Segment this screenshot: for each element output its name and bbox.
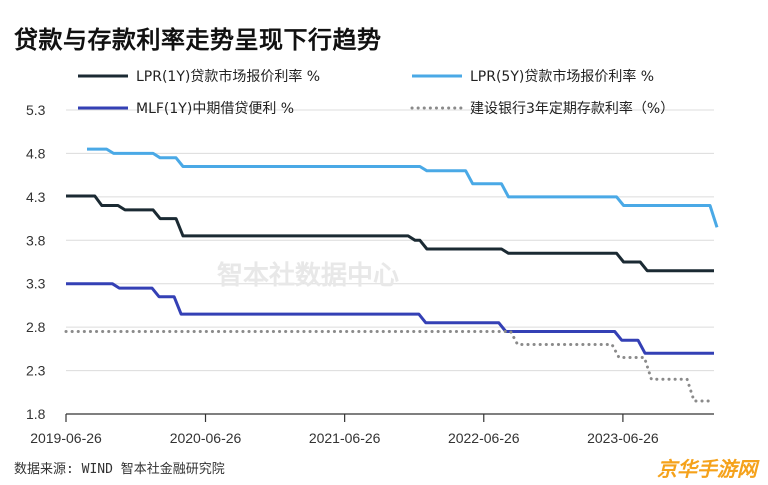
watermark-text: 智本社数据中心 xyxy=(217,260,399,291)
corner-logo: 京华手游网 xyxy=(657,456,757,481)
x-tick-label: 2023-06-26 xyxy=(587,430,659,446)
page-title: 贷款与存款利率走势呈现下行趋势 xyxy=(14,26,382,54)
watermark-layer: 智本社数据中心 xyxy=(217,260,399,291)
y-tick-label: 3.8 xyxy=(26,232,46,248)
y-tick-label: 4.8 xyxy=(26,145,46,161)
x-tick-label: 2021-06-26 xyxy=(309,430,381,446)
y-tick-label: 1.8 xyxy=(26,406,46,422)
series-layer xyxy=(64,147,719,403)
series-line-1 xyxy=(66,194,714,273)
series-line-3 xyxy=(66,282,714,355)
legend-label: 建设银行3年定期存款利率（%） xyxy=(470,100,674,117)
chart-axes: 1.8 2.3 2.8 3.3 3.8 4.3 4.8 5.3 2019-06-26 2020-0… xyxy=(26,102,714,446)
legend-label: MLF(1Y)中期借贷便利 % xyxy=(136,101,294,117)
x-tick-label: 2019-06-26 xyxy=(30,430,102,446)
legend-label: LPR(5Y)贷款市场报价利率 % xyxy=(470,68,654,85)
series-line-4 xyxy=(64,330,716,403)
chart-legend: LPR(1Y)贷款市场报价利率 % LPR(5Y)贷款市场报价利率 % MLF(1Y… xyxy=(78,68,674,117)
y-tick-label: 3.3 xyxy=(26,276,46,292)
x-tick-label: 2020-06-26 xyxy=(170,430,242,446)
chart-grid xyxy=(66,109,714,372)
legend-label: LPR(1Y)贷款市场报价利率 % xyxy=(136,68,320,85)
series-line-2 xyxy=(87,147,719,228)
data-source-note: 数据来源: WIND 智本社金融研究院 xyxy=(14,462,225,477)
y-tick-label: 2.8 xyxy=(26,319,46,335)
x-tick-label: 2022-06-26 xyxy=(448,430,520,446)
y-tick-label: 4.3 xyxy=(26,189,46,205)
y-tick-label: 2.3 xyxy=(26,363,46,379)
y-tick-label: 5.3 xyxy=(26,102,46,118)
